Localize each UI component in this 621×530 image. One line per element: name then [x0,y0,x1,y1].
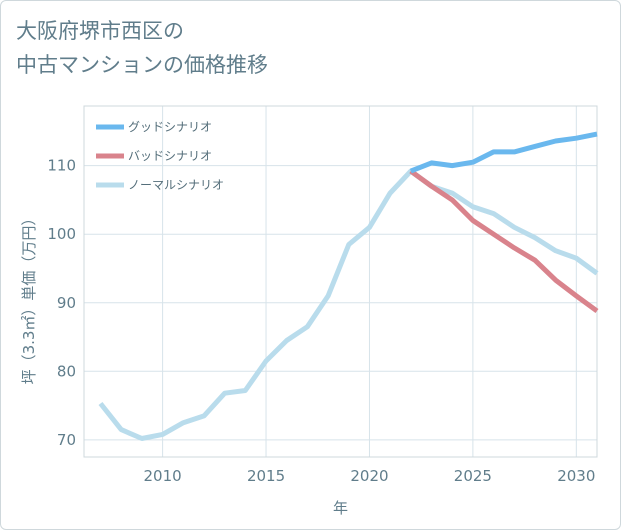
x-tick-label: 2015 [247,467,285,485]
y-tick-label: 110 [47,157,76,175]
plot-area-border [83,105,598,458]
x-tick-label: 2020 [350,467,388,485]
series-line-2 [98,168,599,441]
y-tick-label: 100 [47,225,76,243]
y-axis-title: 坪（3.3㎡）単価（万円） [20,211,38,385]
y-axis-ticks: 70 80 90 100 110 [47,157,76,449]
y-tick-label: 70 [57,431,76,449]
chart-title-line-2: 中古マンションの価格推移 [16,53,268,77]
x-axis-ticks: 2010 2015 2020 2025 2030 [144,467,596,485]
chart-title: 大阪府堺市西区の 中古マンションの価格推移 [16,14,268,82]
series-layer [98,131,599,441]
y-tick-label: 90 [57,294,76,312]
x-axis-title: 年 [333,499,348,517]
chart-title-line-1: 大阪府堺市西区の [16,19,184,43]
x-tick-label: 2030 [557,467,595,485]
series-line-0 [409,131,598,174]
x-tick-label: 2025 [454,467,492,485]
y-tick-label: 80 [57,362,76,380]
legend-label-0: グッドシナリオ [128,120,212,134]
series-line-1 [409,169,599,314]
x-tick-label: 2010 [144,467,182,485]
legend-label-2: ノーマルシナリオ [128,178,224,192]
legend-label-1: バッドシナリオ [128,149,212,163]
